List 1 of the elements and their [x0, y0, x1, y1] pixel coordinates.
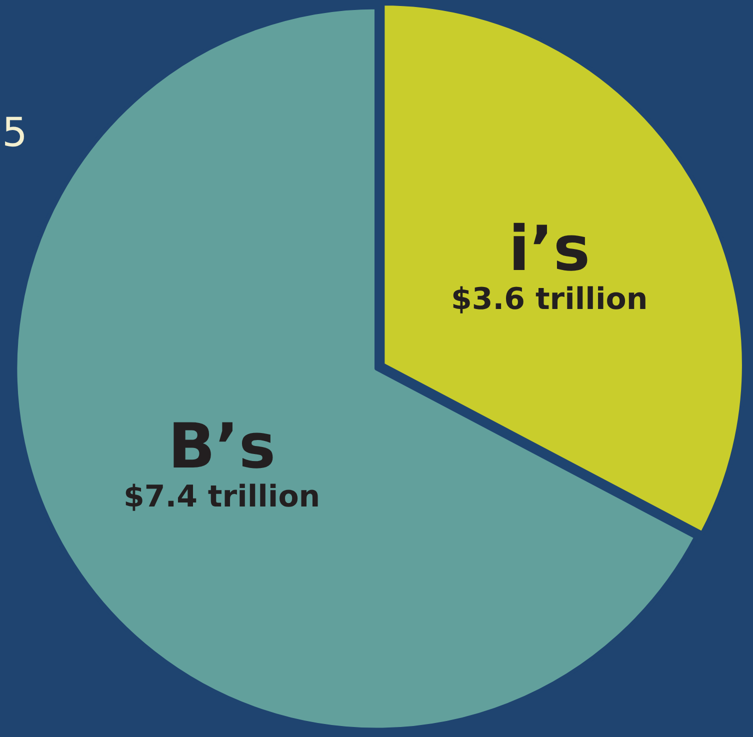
text: 5: [2, 110, 28, 156]
